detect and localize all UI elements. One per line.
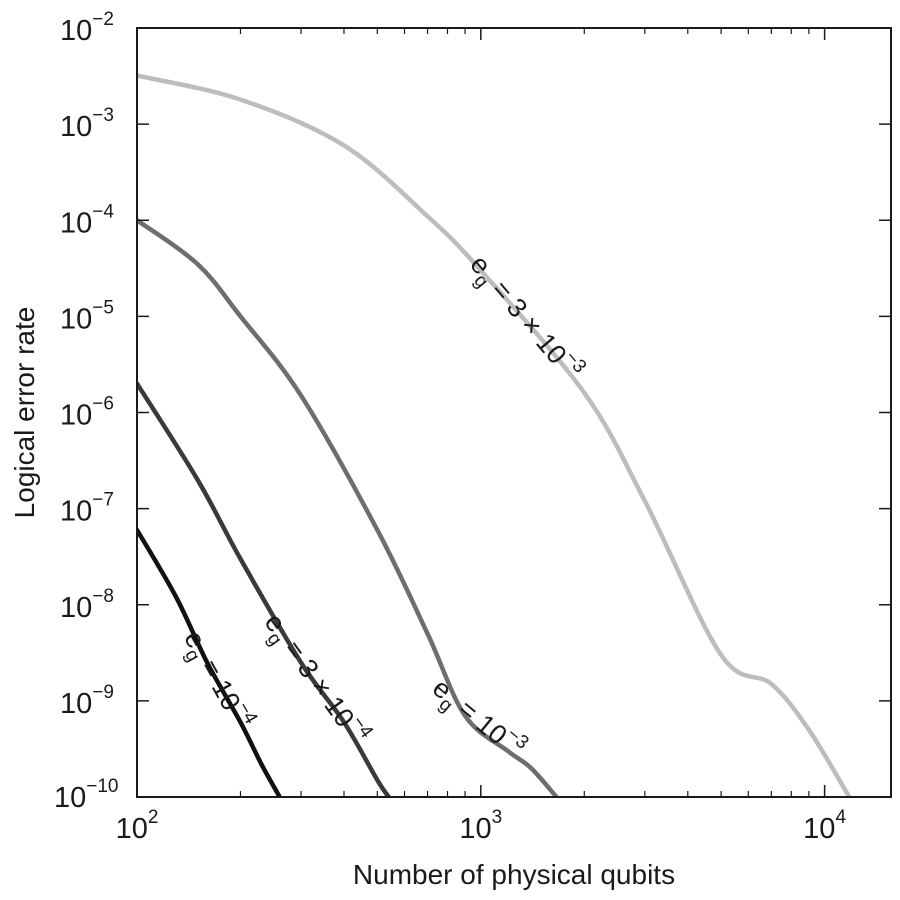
tick-labels: 102 103 104 10−10 10−9 10−8 10−7 10−6 10−5 10−4 10…: [54, 9, 846, 845]
curves: [137, 73, 852, 797]
series-line-1: [137, 73, 852, 797]
y-tick-label: 10−9: [60, 682, 114, 720]
y-axis-title: Logical error rate: [9, 307, 40, 519]
ticks: [136, 27, 891, 798]
x-tick-label: 104: [803, 807, 846, 845]
series-line-2: [137, 218, 559, 797]
y-tick-label: 10−5: [60, 297, 114, 335]
y-tick-label: 10−2: [60, 9, 114, 47]
y-tick-label: 10−7: [60, 490, 114, 528]
series-line-4: [137, 527, 282, 797]
x-axis-title: Number of physical qubits: [353, 859, 675, 890]
y-tick-label: 10−6: [60, 394, 114, 432]
x-tick-label: 103: [459, 807, 502, 845]
x-tick-label: 102: [116, 807, 159, 845]
y-tick-label: 10−8: [60, 586, 114, 624]
y-tick-label: 10−3: [60, 105, 114, 143]
y-tick-label: 10−10: [54, 776, 119, 814]
y-tick-label: 10−4: [60, 201, 114, 239]
series-line-3: [137, 381, 392, 797]
